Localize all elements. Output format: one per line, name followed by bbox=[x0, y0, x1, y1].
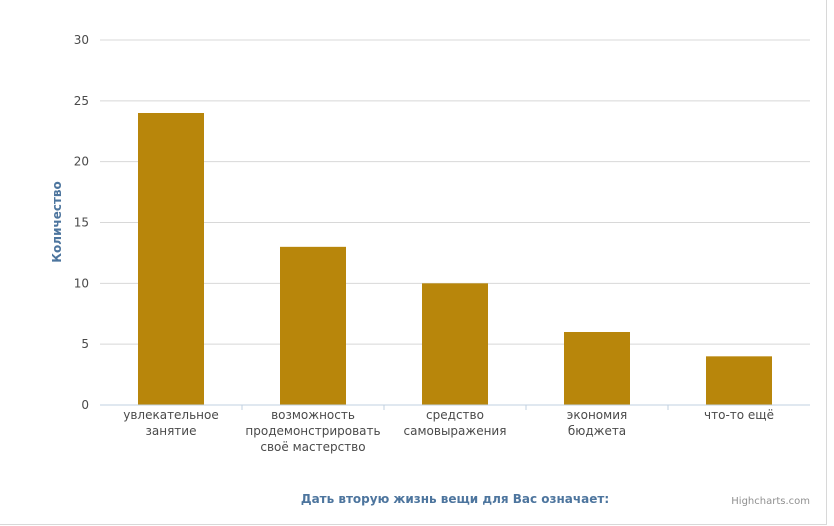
x-category-label-line: что-то ещё bbox=[704, 408, 774, 422]
x-axis bbox=[100, 404, 810, 410]
y-tick-label: 25 bbox=[74, 94, 89, 108]
x-axis-categories: увлекательное занятие возможность продемонс… bbox=[123, 408, 774, 454]
bar[interactable] bbox=[138, 113, 204, 405]
y-axis-title: Количество bbox=[50, 181, 64, 263]
x-category-label-line: самовыражения bbox=[404, 424, 507, 438]
x-category-label-line: возможность bbox=[271, 408, 355, 422]
y-axis-ticks: 0 5 10 15 20 25 30 bbox=[74, 33, 89, 412]
bar[interactable] bbox=[706, 356, 772, 405]
credits-link[interactable]: Highcharts.com bbox=[731, 496, 810, 507]
x-category-label-line: экономия bbox=[567, 408, 627, 422]
x-category-label-line: занятие bbox=[146, 424, 197, 438]
y-tick-label: 5 bbox=[81, 337, 89, 351]
x-category-label: возможность продемонстрировать своё мастер… bbox=[245, 408, 380, 454]
y-tick-label: 10 bbox=[74, 276, 89, 290]
x-category-label-line: средство bbox=[426, 408, 484, 422]
y-tick-label: 30 bbox=[74, 33, 89, 47]
bar[interactable] bbox=[564, 332, 630, 405]
y-tick-label: 15 bbox=[74, 216, 89, 230]
y-tick-label: 20 bbox=[74, 155, 89, 169]
bars bbox=[138, 113, 772, 405]
bar[interactable] bbox=[280, 246, 346, 405]
y-tick-label: 0 bbox=[81, 398, 89, 412]
x-category-label: экономия бюджета bbox=[567, 408, 627, 438]
x-category-label-line: продемонстрировать bbox=[245, 424, 380, 438]
bar[interactable] bbox=[422, 283, 488, 405]
x-category-label-line: бюджета bbox=[568, 424, 626, 438]
x-category-label-line: своё мастерство bbox=[260, 440, 365, 454]
x-axis-title: Дать вторую жизнь вещи для Вас означает: bbox=[301, 492, 609, 506]
x-category-label: что-то ещё bbox=[704, 408, 774, 422]
x-category-label-line: увлекательное bbox=[123, 408, 219, 422]
grid-lines bbox=[100, 39, 810, 345]
x-category-label: увлекательное занятие bbox=[123, 408, 219, 438]
x-category-label: средство самовыражения bbox=[404, 408, 507, 438]
